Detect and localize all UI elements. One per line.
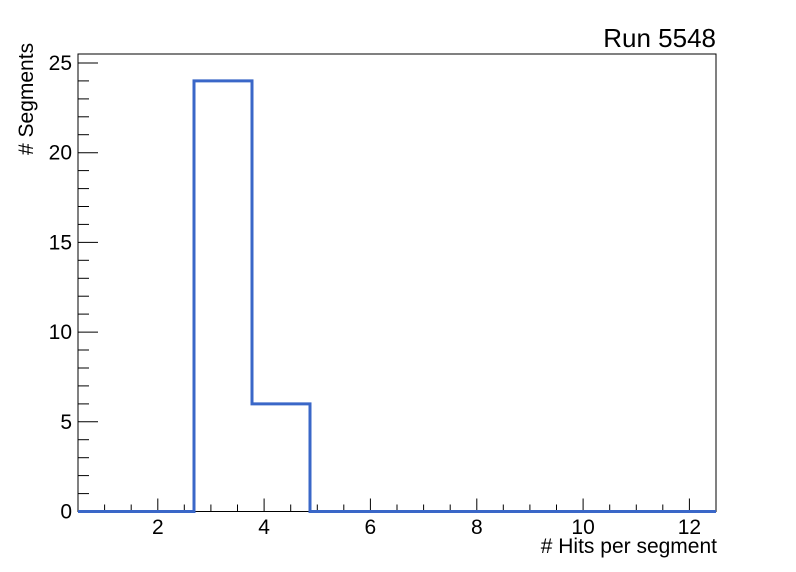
y-tick-label: 20: [49, 142, 72, 165]
y-tick-label: 10: [49, 321, 72, 344]
x-axis-title: # Hits per segment: [541, 535, 717, 558]
x-tick-label: 4: [258, 516, 270, 539]
plot-frame: [77, 53, 717, 512]
plot-title: Run 5548: [603, 23, 716, 53]
plot-generated-layer: 2 4 6 8 10 12 0 5 10 15 20 25: [49, 52, 717, 539]
x-tick-label: 8: [471, 516, 483, 539]
x-tick-label: 10: [571, 516, 594, 539]
y-tick-label: 25: [49, 52, 72, 75]
histogram-line: [78, 79, 716, 513]
x-tick-label: 2: [152, 516, 164, 539]
y-tick-label: 5: [60, 411, 72, 434]
x-tick-label: 6: [365, 516, 377, 539]
y-tick-label: 0: [60, 501, 72, 524]
y-tick-label: 15: [49, 231, 72, 254]
x-tick-label: 12: [678, 516, 701, 539]
y-axis-title: # Segments: [15, 43, 38, 155]
